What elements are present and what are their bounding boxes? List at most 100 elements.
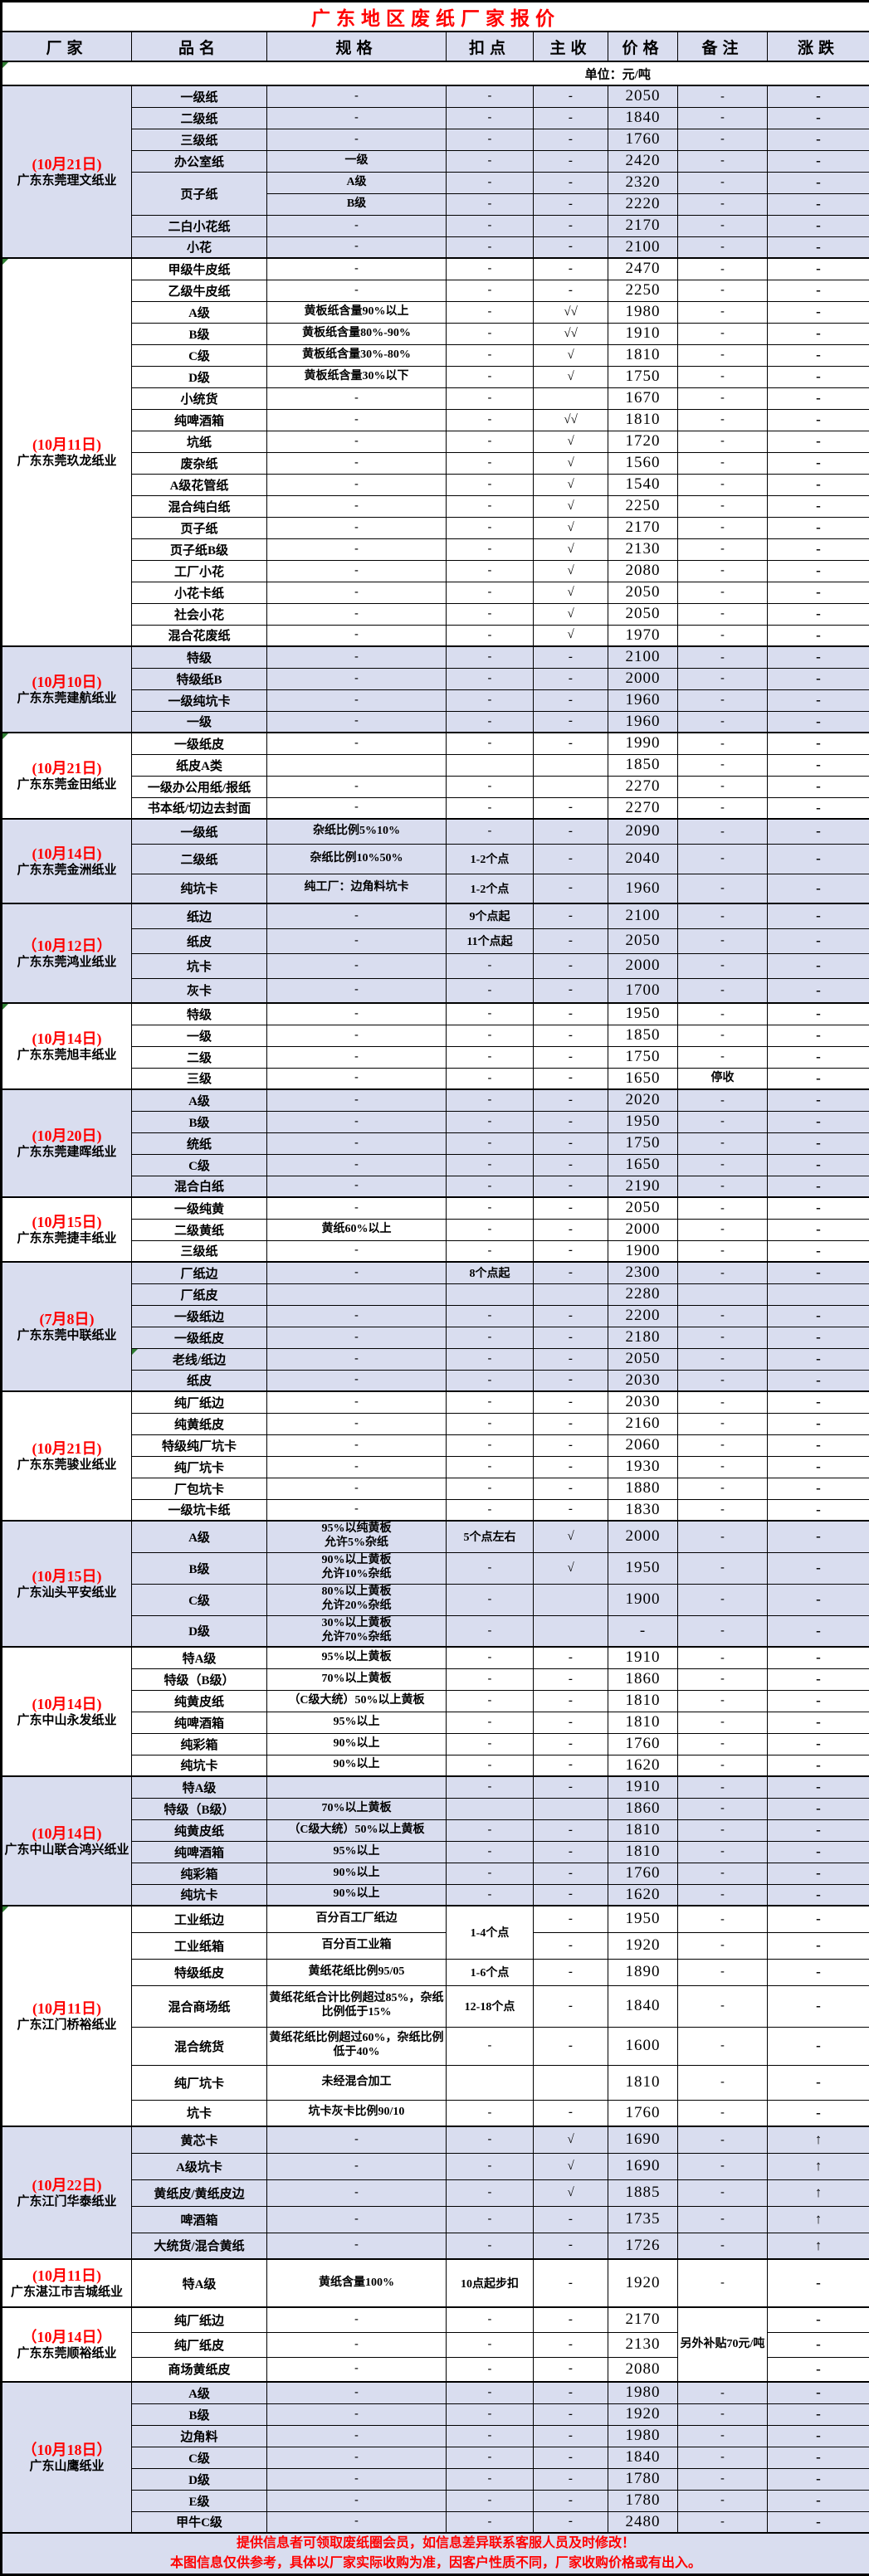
spec-cell: - — [267, 431, 447, 452]
trend-cell: - — [768, 711, 869, 733]
factory-cell: (10月11日)广东江门桥裕纸业 — [2, 1906, 132, 2126]
spec-cell: - — [267, 2357, 447, 2382]
factory-name: 广东汕头平安纸业 — [4, 1585, 129, 1600]
note-cell: - — [678, 1521, 768, 1552]
note-cell: - — [678, 1348, 768, 1370]
note-cell: - — [678, 2259, 768, 2307]
trend-cell: - — [768, 733, 869, 754]
product-name-cell: C级 — [132, 2447, 267, 2468]
note-cell: - — [678, 2027, 768, 2065]
deduction-cell: - — [447, 1176, 534, 1197]
product-name-cell: D级 — [132, 366, 267, 387]
spec-cell: - — [267, 2425, 447, 2447]
note-cell: - — [678, 1959, 768, 1985]
note-cell: - — [678, 236, 768, 258]
factory-date: (10月21日) — [4, 759, 129, 778]
note-cell: - — [678, 1391, 768, 1413]
note-cell: - — [678, 776, 768, 797]
price-cell: 1780 — [608, 2490, 678, 2511]
note-cell: - — [678, 1819, 768, 1841]
trend-cell: - — [768, 2403, 869, 2425]
price-cell: 1750 — [608, 1046, 678, 1068]
trend-cell: - — [768, 538, 869, 560]
price-cell: 2280 — [608, 1283, 678, 1305]
trend-cell: ↑ — [768, 2233, 869, 2259]
deduction-cell: 12-18个点 — [447, 1985, 534, 2027]
spec-cell: 黄板纸含量90%以上 — [267, 301, 447, 323]
product-name-cell: B级 — [132, 1111, 267, 1132]
note-cell: - — [678, 1434, 768, 1456]
price-cell: 1980 — [608, 2425, 678, 2447]
main-collect-cell: √ — [534, 1521, 608, 1552]
spec-cell: - — [267, 2126, 447, 2153]
price-cell: 2000 — [608, 1521, 678, 1552]
product-name-cell: 灰卡 — [132, 978, 267, 1003]
product-name-cell: 老线/纸边 — [132, 1348, 267, 1370]
price-cell: 1860 — [608, 1668, 678, 1690]
trend-cell: - — [768, 1959, 869, 1985]
spec-cell: - — [267, 1262, 447, 1283]
product-name-cell: 一级纯坑卡 — [132, 689, 267, 711]
product-name-cell: 纯厂纸边 — [132, 1391, 267, 1413]
price-cell: 1890 — [608, 1959, 678, 1985]
trend-cell: - — [768, 2307, 869, 2332]
spec-cell: - — [267, 236, 447, 258]
main-collect-cell: - — [534, 2425, 608, 2447]
note-cell: - — [678, 2468, 768, 2490]
spec-cell: - — [267, 2511, 447, 2533]
deduction-cell: - — [447, 2027, 534, 2065]
deduction-cell: - — [447, 1219, 534, 1240]
trend-cell: - — [768, 1154, 869, 1176]
product-name-cell: D级 — [132, 2468, 267, 2490]
price-cell: 2050 — [608, 1348, 678, 1370]
main-collect-cell: - — [534, 1111, 608, 1132]
price-cell: 1670 — [608, 387, 678, 409]
deduction-cell: - — [447, 1089, 534, 1111]
note-cell: - — [678, 1615, 768, 1647]
main-collect-cell: - — [534, 1391, 608, 1413]
price-cell: 2080 — [608, 2357, 678, 2382]
product-name-cell: 混合统货 — [132, 2027, 267, 2065]
deduction-cell: - — [447, 1615, 534, 1647]
deduction-cell: - — [447, 409, 534, 431]
deduction-cell: - — [447, 344, 534, 366]
product-name-cell: 二级 — [132, 1046, 267, 1068]
product-name-cell: 纯黄皮纸 — [132, 1819, 267, 1841]
trend-cell: - — [768, 1327, 869, 1348]
spec-cell: - — [267, 1089, 447, 1111]
spec-cell: - — [267, 2233, 447, 2259]
price-cell: 1960 — [608, 874, 678, 903]
product-name-cell: 一级纸 — [132, 819, 267, 844]
price-cell: 2170 — [608, 215, 678, 236]
trend-cell: - — [768, 874, 869, 903]
trend-cell: - — [768, 1132, 869, 1154]
deduction-cell: - — [447, 1111, 534, 1132]
spec-cell: - — [267, 2447, 447, 2468]
factory-cell: （10月18日）广东山鹰纸业 — [2, 2382, 132, 2533]
note-cell: - — [678, 323, 768, 344]
trend-cell: - — [768, 2100, 869, 2126]
product-name-cell: 纯黄皮纸 — [132, 1690, 267, 1712]
note-cell: - — [678, 1025, 768, 1046]
price-cell: 1726 — [608, 2233, 678, 2259]
price-cell: 1950 — [608, 1111, 678, 1132]
price-cell: 2220 — [608, 193, 678, 215]
note-cell: - — [678, 1985, 768, 2027]
deduction-cell: - — [447, 1647, 534, 1668]
note-cell: - — [678, 1647, 768, 1668]
deduction-cell: - — [447, 1025, 534, 1046]
trend-cell: - — [768, 646, 869, 668]
factory-name: 广东中山联合鸿兴纸业 — [4, 1843, 129, 1858]
product-name-cell: 书本纸/切边去封面 — [132, 797, 267, 819]
trend-cell: - — [768, 85, 869, 107]
price-cell: 1980 — [608, 301, 678, 323]
note-cell: - — [678, 2233, 768, 2259]
main-collect-cell: - — [534, 844, 608, 874]
main-collect-cell: √ — [534, 2153, 608, 2179]
main-collect-cell: - — [534, 280, 608, 301]
note-cell: 另外补贴70元/吨 — [678, 2307, 768, 2382]
note-cell: - — [678, 1219, 768, 1240]
factory-cell: (10月14日)广东中山联合鸿兴纸业 — [2, 1776, 132, 1906]
spec-cell: - — [267, 603, 447, 625]
note-cell: - — [678, 668, 768, 689]
